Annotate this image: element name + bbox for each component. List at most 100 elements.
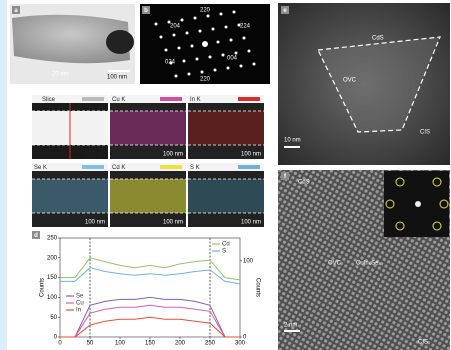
diffraction-index: 220 xyxy=(200,77,211,83)
legend-label: S xyxy=(222,249,226,255)
diffraction-spot xyxy=(201,71,204,74)
x-tick-label: 100 xyxy=(115,341,126,347)
diffraction-spot xyxy=(181,19,184,22)
diffraction-spot xyxy=(227,67,230,70)
diffraction-spot xyxy=(191,45,194,48)
diffraction-spot xyxy=(175,75,178,78)
page: a20 nm100 nmb220204224004024220cSlice100… xyxy=(0,0,451,350)
diffraction-index: 024 xyxy=(165,60,176,66)
panel-label: d xyxy=(34,233,38,239)
map-scale: 100 nm xyxy=(241,220,261,226)
scale-label: 100 nm xyxy=(107,75,127,81)
y-tick-label: 50 xyxy=(50,315,57,321)
x-tick-label: 200 xyxy=(175,341,186,347)
data-line xyxy=(60,258,240,280)
plot-frame xyxy=(60,238,240,337)
figure: a20 nm100 nmb220204224004024220cSlice100… xyxy=(0,0,451,350)
annotation: CIS xyxy=(418,340,428,346)
map-color-bar xyxy=(160,165,182,169)
annotation: OVC xyxy=(328,261,342,267)
diffraction-spot xyxy=(233,11,236,14)
diffraction-spot xyxy=(230,39,233,42)
annotation: 10 nm xyxy=(284,138,301,144)
legend-label: Cu xyxy=(76,301,84,307)
map-signal xyxy=(32,179,108,213)
scale-bar xyxy=(108,70,130,72)
legend-label: Se xyxy=(76,294,84,300)
diffraction-spot xyxy=(207,15,210,18)
diffraction-spot xyxy=(160,36,163,39)
y-tick-label: 0 xyxy=(54,335,58,341)
diffraction-spot xyxy=(248,50,251,53)
diffraction-spot xyxy=(165,49,168,52)
diffraction-spot xyxy=(178,47,181,50)
map-scale: 100 nm xyxy=(163,220,183,226)
map-name: S K xyxy=(190,165,200,171)
data-line xyxy=(60,268,240,284)
x-tick-label: 150 xyxy=(145,341,156,347)
diffraction-index: 004 xyxy=(227,56,238,62)
annotation: CuIn₅Se₈ xyxy=(356,261,381,267)
panel-label: b xyxy=(144,8,148,14)
diffraction-index: 220 xyxy=(200,8,211,14)
data-line xyxy=(60,317,240,337)
diffraction-spot xyxy=(243,37,246,40)
diffraction-spot xyxy=(212,28,215,31)
y-tick-label: 250 xyxy=(47,236,58,242)
fft-center xyxy=(415,201,421,207)
x-tick-label: 250 xyxy=(205,341,216,347)
diffraction-spot xyxy=(214,69,217,72)
map-color-bar xyxy=(238,165,260,169)
annotation: OVC xyxy=(343,78,357,84)
x-tick-label: 0 xyxy=(58,341,62,347)
map-color-bar xyxy=(160,97,182,101)
diffraction-spot xyxy=(253,63,256,66)
map-scale: 100 nm xyxy=(85,220,105,226)
map-scale: 100 nm xyxy=(85,152,105,158)
diffraction-spot xyxy=(188,73,191,76)
x-tick-label: 50 xyxy=(87,341,94,347)
scale-bar xyxy=(284,330,300,332)
map-signal xyxy=(188,111,264,145)
map-color-bar xyxy=(238,97,260,101)
y-axis-title: Counts xyxy=(40,278,46,297)
diffraction-spot xyxy=(155,23,158,26)
diffraction-spot xyxy=(173,34,176,37)
particle xyxy=(106,30,134,54)
x-tick-label: 300 xyxy=(235,341,246,347)
annotation: CIS xyxy=(420,130,430,136)
map-name: Slice xyxy=(42,97,56,103)
diffraction-spot xyxy=(196,58,199,61)
map-signal xyxy=(110,179,186,213)
diffraction-spot xyxy=(199,30,202,33)
annotation: CdS xyxy=(298,180,310,186)
legend-label: Cd xyxy=(222,242,230,248)
y-tick-label: 150 xyxy=(47,275,58,281)
y2-axis-title: Counts xyxy=(254,278,260,297)
diffraction-spot xyxy=(194,17,197,20)
scale-bar xyxy=(284,146,300,148)
map-signal xyxy=(188,179,264,213)
diffraction-spot xyxy=(235,52,238,55)
diffraction-spot xyxy=(222,54,225,57)
map-color-bar xyxy=(82,97,104,101)
map-scale: 100 nm xyxy=(163,152,183,158)
map-signal xyxy=(110,111,186,145)
map-name: Cu K xyxy=(112,97,125,103)
y-tick-label: 200 xyxy=(47,255,58,261)
data-line xyxy=(60,305,240,337)
diffraction-spot xyxy=(220,13,223,16)
diffraction-spot xyxy=(209,56,212,59)
y2-tick-label: 100 xyxy=(243,258,254,264)
map-color-bar xyxy=(82,165,104,169)
diffraction-spot xyxy=(225,26,228,29)
diffraction-spot xyxy=(217,41,220,44)
diffraction-index: 224 xyxy=(240,24,251,30)
map-name: In K xyxy=(190,97,201,103)
annotation: 2 nm xyxy=(284,323,297,329)
map-name: Cd K xyxy=(112,165,125,171)
diffraction-spot xyxy=(186,32,189,35)
legend-label: In xyxy=(76,308,81,314)
annotation: CdS xyxy=(372,36,384,42)
diffraction-index: 204 xyxy=(170,24,181,30)
